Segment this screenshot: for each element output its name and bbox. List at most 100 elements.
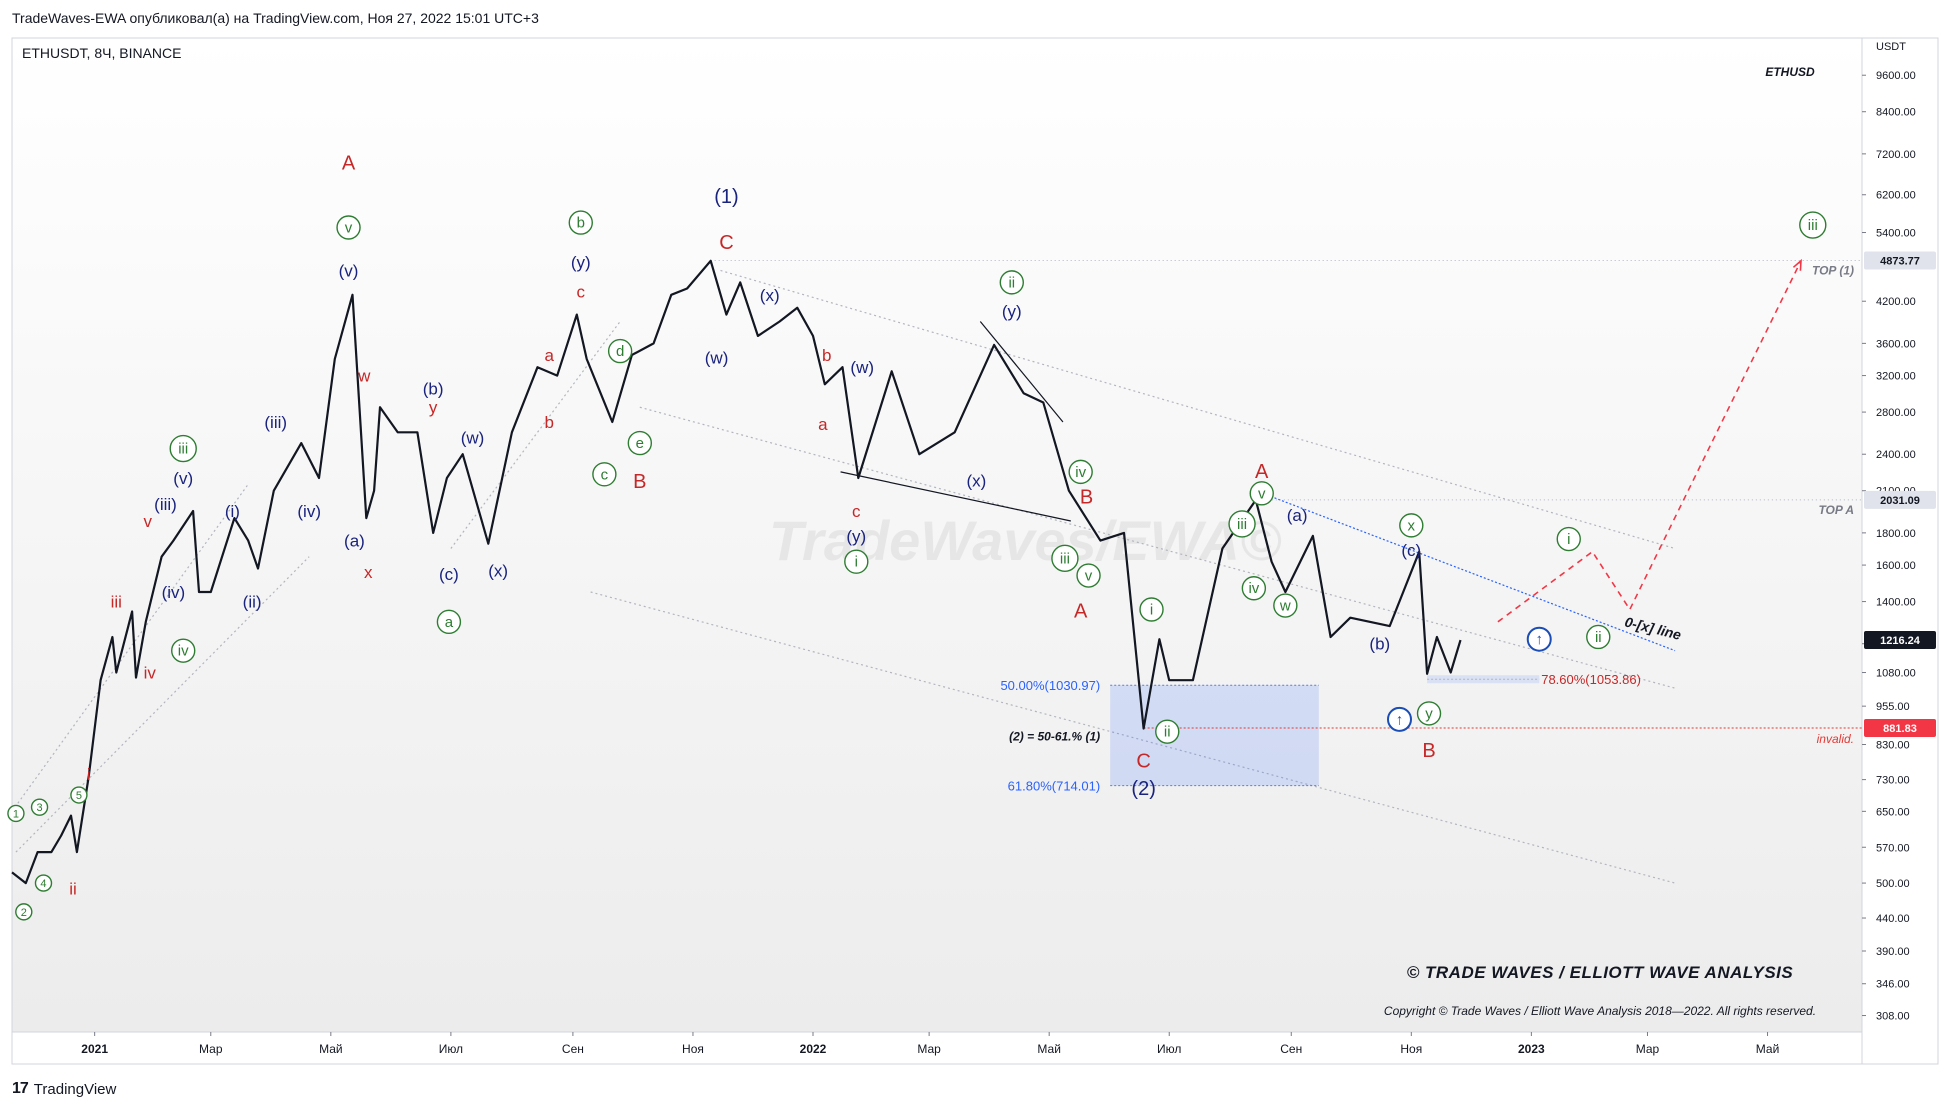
wave-label-text: y xyxy=(429,398,438,417)
wave-label-text: 4 xyxy=(40,878,46,890)
price-tick-label: 5400.00 xyxy=(1876,228,1916,240)
wave-label: (y) xyxy=(571,253,591,272)
price-tags: 4873.77 2031.09 1216.24 881.83 xyxy=(1864,251,1936,737)
wave-label: w xyxy=(357,367,371,386)
price-tick-label: 6200.00 xyxy=(1876,190,1916,202)
price-tag: 4873.77 xyxy=(1864,251,1936,270)
wave-label-circle xyxy=(1139,597,1164,622)
price-tick-label: 730.00 xyxy=(1876,775,1910,787)
wave-label-circle xyxy=(1416,701,1442,726)
wave-label-text: (iii) xyxy=(154,495,177,514)
wave-label-circle xyxy=(336,215,361,240)
wave-label-text: ↑ xyxy=(1396,711,1404,728)
wave-label-circle xyxy=(627,430,653,456)
wave-label: e xyxy=(627,430,653,456)
projection-path xyxy=(1497,258,1802,623)
wave-label-circle xyxy=(1273,593,1298,618)
wave-label-text: v xyxy=(345,220,353,237)
wave-label-text: i xyxy=(1150,602,1153,619)
price-tick-label: 2800.00 xyxy=(1876,407,1916,419)
fib-retracement-box xyxy=(1110,685,1319,786)
time-tick-label: Май xyxy=(1756,1042,1780,1056)
wave-label-text: (x) xyxy=(760,286,780,305)
time-tick-label: Май xyxy=(1037,1042,1061,1056)
price-tag: 881.83 xyxy=(1864,718,1936,737)
wave-label: a xyxy=(545,346,555,365)
wave-label: C xyxy=(719,232,733,254)
wave-label-text: c xyxy=(601,466,609,483)
wave-label: (x) xyxy=(488,561,508,580)
wave-label-circle xyxy=(15,903,33,921)
wave-label-circle xyxy=(30,798,49,816)
wave-label: y xyxy=(1416,701,1442,726)
wave-label: (iv) xyxy=(297,502,321,521)
wave-label: iii xyxy=(169,434,197,463)
time-tick-label: 2022 xyxy=(800,1042,827,1056)
wave-label-text: c xyxy=(852,502,861,521)
channel-line xyxy=(979,321,1064,423)
wave-label: 4 xyxy=(34,874,53,892)
wave-label: (ii) xyxy=(243,593,262,612)
tradingview-brand-label: TradingView xyxy=(33,1080,117,1098)
time-tick-label: Ноя xyxy=(682,1042,704,1056)
wave-label-circle xyxy=(1241,576,1267,601)
wave-label-text: ii xyxy=(1164,724,1171,741)
price-tick-label: 955.00 xyxy=(1876,701,1910,713)
wave-label: (v) xyxy=(173,469,193,488)
wave-label-circle xyxy=(1068,459,1093,485)
wave-label: A xyxy=(342,153,356,175)
wave-label: (x) xyxy=(966,472,986,491)
time-axis[interactable]: 2021 Мар Май Июл Сен Ноя 2022 Мар Май Июл Сен Ноя 20… xyxy=(81,1032,1779,1056)
price-tick-label: 390.00 xyxy=(1876,946,1910,958)
price-tick-label: 1800.00 xyxy=(1876,528,1916,540)
price-tick-label: 308.00 xyxy=(1876,1011,1910,1023)
wave-label: ii xyxy=(1586,624,1611,650)
tradingview-brand[interactable]: 17 TradingView xyxy=(12,1080,116,1098)
chart-background-layer: TradeWaves/EWA© xyxy=(11,37,1939,1065)
copyright-title: © TRADE WAVES / ELLIOTT WAVE ANALYSIS xyxy=(1407,963,1794,982)
wave-label: y xyxy=(429,398,438,417)
channel-line xyxy=(720,269,1676,550)
wave-label-text: B xyxy=(1080,486,1093,508)
wave-label-circle xyxy=(169,434,197,463)
price-axis-currency: USDT xyxy=(1876,41,1906,53)
wave-label: (iii) xyxy=(154,495,177,514)
wave-label-circle xyxy=(1399,513,1424,538)
wave-label: b xyxy=(822,346,831,365)
price-tick-label: 2400.00 xyxy=(1876,449,1916,461)
price-tick-label: 4200.00 xyxy=(1876,296,1916,308)
wave-label: (a) xyxy=(1287,506,1308,525)
price-tick-label: 1400.00 xyxy=(1876,597,1916,609)
channel-line xyxy=(639,406,1676,689)
wave-label-text: (iii) xyxy=(264,413,287,432)
wave-label: 2 xyxy=(15,903,33,921)
wave-label-text: (y) xyxy=(846,527,866,546)
plot-area xyxy=(11,37,1863,1033)
wave-label-text: v xyxy=(1258,485,1266,502)
wave-label: b xyxy=(568,210,593,235)
fib-786-label: 78.60%(1053.86) xyxy=(1541,672,1641,687)
wave-label-text: A xyxy=(1074,601,1088,623)
price-tick-label: 570.00 xyxy=(1876,842,1910,854)
wave-label-circle xyxy=(34,874,53,892)
wave-label-text: (x) xyxy=(488,561,508,580)
wave-label: a xyxy=(436,609,462,635)
wave-label-text: B xyxy=(633,471,646,493)
wave-label: i xyxy=(1139,597,1164,622)
wave-label-text: 5 xyxy=(76,790,82,802)
fib-target-label: (2) = 50-61.% (1) xyxy=(1009,729,1100,743)
price-tick-label: 650.00 xyxy=(1876,806,1910,818)
channel-line xyxy=(590,591,1676,884)
wave-label-text: C xyxy=(719,232,733,254)
wave-label-text: (b) xyxy=(1369,635,1390,654)
wave-label-text: (ii) xyxy=(243,593,262,612)
wave-label: c xyxy=(577,283,586,302)
wave-label-text: 1 xyxy=(13,808,19,820)
price-tag-label: 4873.77 xyxy=(1880,256,1920,268)
wave-label: v xyxy=(144,512,153,531)
wave-label: i xyxy=(87,765,91,784)
wave-label: ii xyxy=(69,880,77,899)
wave-label: ii xyxy=(999,270,1024,295)
wave-label-text: x xyxy=(364,563,373,582)
